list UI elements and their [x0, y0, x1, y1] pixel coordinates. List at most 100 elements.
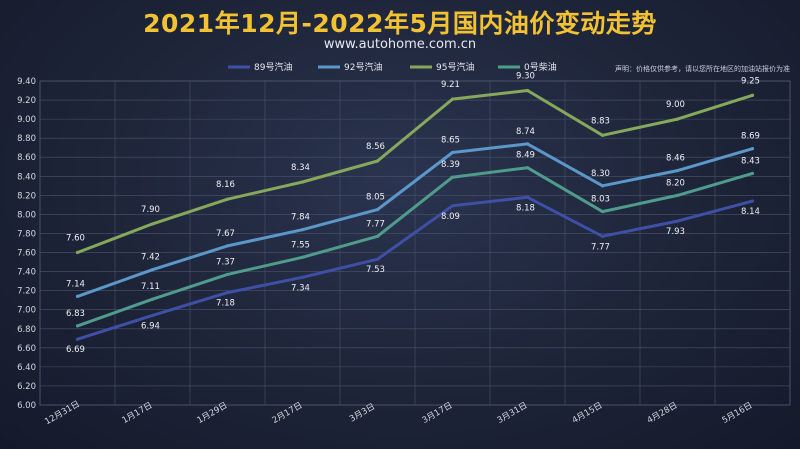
y-tick-label-4: 6.80	[17, 325, 36, 335]
data-label-2-5: 9.21	[441, 80, 460, 90]
data-label-0-1: 6.94	[141, 321, 160, 331]
data-label-1-5: 8.65	[441, 135, 460, 145]
data-label-0-2: 7.18	[216, 299, 235, 309]
data-label-2-1: 7.90	[141, 205, 160, 215]
data-point-3-9	[750, 171, 755, 176]
data-point-2-7	[600, 133, 605, 137]
data-point-2-9	[750, 93, 755, 97]
data-label-1-8: 8.46	[666, 154, 685, 164]
data-point-2-2	[225, 197, 230, 201]
data-point-3-7	[600, 209, 605, 214]
y-tick-label-9: 7.80	[17, 229, 36, 239]
data-point-2-4	[375, 159, 380, 163]
data-label-3-4: 7.77	[366, 219, 385, 229]
data-point-1-5	[450, 150, 455, 155]
x-tick-label-6: 3月31日	[496, 401, 530, 426]
data-label-2-4: 8.56	[366, 142, 385, 152]
x-tick-label-2: 1月29日	[196, 401, 230, 426]
data-point-0-9	[750, 199, 755, 203]
data-point-2-8	[675, 117, 680, 121]
y-tick-label-10: 8.00	[17, 210, 36, 220]
data-point-1-6	[525, 142, 530, 146]
x-tick-label-7: 4月15日	[571, 401, 605, 426]
data-label-0-7: 7.77	[591, 242, 610, 252]
data-point-0-6	[525, 195, 530, 199]
data-point-0-1	[150, 313, 155, 318]
y-tick-label-3: 6.60	[17, 344, 36, 354]
data-point-2-6	[525, 88, 530, 93]
y-tick-label-14: 8.80	[17, 134, 36, 144]
data-label-3-2: 7.37	[216, 257, 235, 267]
y-tick-label-7: 7.40	[17, 268, 36, 278]
y-tick-label-12: 8.40	[17, 172, 36, 182]
x-tick-label-1: 1月17日	[121, 401, 155, 426]
data-label-3-8: 8.20	[666, 178, 685, 188]
data-label-0-8: 7.93	[666, 227, 685, 237]
data-label-2-6: 9.30	[516, 72, 535, 82]
data-label-3-9: 8.43	[741, 156, 760, 166]
data-point-0-4	[375, 257, 380, 261]
series-line-1	[76, 142, 754, 298]
data-label-1-7: 8.30	[591, 169, 610, 179]
data-point-3-5	[450, 175, 455, 179]
data-point-3-0	[75, 324, 80, 328]
data-point-1-4	[375, 208, 380, 212]
data-label-3-3: 7.55	[291, 240, 310, 250]
data-point-0-0	[75, 337, 80, 341]
legend-label-2: 95号汽油	[436, 61, 474, 73]
data-point-2-0	[75, 250, 80, 255]
data-label-1-4: 8.05	[366, 193, 385, 203]
series-line-2	[76, 89, 754, 254]
data-point-1-0	[75, 294, 80, 298]
y-tick-label-15: 9.00	[17, 115, 36, 125]
y-tick-label-0: 6.00	[17, 401, 36, 411]
data-point-0-7	[600, 234, 605, 238]
data-point-3-2	[225, 272, 230, 277]
series-line-0	[76, 195, 754, 341]
data-point-3-8	[675, 193, 680, 197]
data-point-3-4	[375, 234, 380, 238]
data-label-1-6: 8.74	[516, 127, 535, 137]
y-tick-label-2: 6.40	[17, 363, 36, 373]
series-line-3	[76, 166, 754, 328]
data-point-3-6	[525, 166, 530, 170]
data-point-2-3	[300, 180, 305, 184]
x-tick-label-3: 2月17日	[271, 401, 305, 426]
y-tick-label-11: 8.20	[17, 191, 36, 201]
y-tick-label-5: 7.00	[17, 306, 36, 316]
data-point-1-3	[300, 228, 305, 232]
chart-title: 2021年12月-2022年5月国内油价变动走势	[143, 9, 657, 38]
data-label-2-7: 8.83	[591, 116, 610, 126]
chart-disclaimer: 声明：价格仅供参考，请以您所在地区的加油站报价为准	[615, 65, 790, 73]
legend-label-0: 89号汽油	[254, 61, 292, 73]
data-label-1-0: 7.14	[66, 279, 85, 289]
data-label-3-7: 8.03	[591, 195, 610, 205]
data-point-2-5	[450, 97, 455, 101]
data-label-1-2: 7.67	[216, 229, 235, 239]
x-tick-label-8: 4月28日	[646, 401, 680, 426]
data-label-0-9: 8.14	[741, 207, 760, 217]
data-label-3-5: 8.39	[441, 160, 460, 170]
x-tick-label-0: 12月31日	[43, 399, 81, 427]
data-label-3-6: 8.49	[516, 151, 535, 161]
data-point-1-1	[150, 268, 155, 272]
data-point-0-3	[300, 275, 305, 279]
data-label-0-5: 8.09	[441, 212, 460, 222]
data-label-3-1: 7.11	[141, 282, 160, 292]
data-label-0-3: 7.34	[291, 283, 310, 293]
data-label-1-1: 7.42	[141, 253, 160, 263]
data-label-2-9: 9.25	[741, 76, 760, 86]
y-tick-label-13: 8.60	[17, 153, 36, 163]
data-label-2-3: 8.34	[291, 163, 310, 173]
data-label-2-2: 8.16	[216, 180, 235, 190]
data-point-1-8	[675, 168, 680, 173]
data-label-1-3: 7.84	[291, 213, 310, 223]
chart-subtitle: www.autohome.com.cn	[323, 37, 477, 52]
y-tick-label-16: 9.20	[17, 96, 36, 106]
x-tick-label-9: 5月16日	[721, 401, 755, 426]
data-point-1-2	[225, 244, 230, 248]
data-label-1-9: 8.69	[741, 132, 760, 142]
data-label-0-4: 7.53	[366, 265, 385, 275]
